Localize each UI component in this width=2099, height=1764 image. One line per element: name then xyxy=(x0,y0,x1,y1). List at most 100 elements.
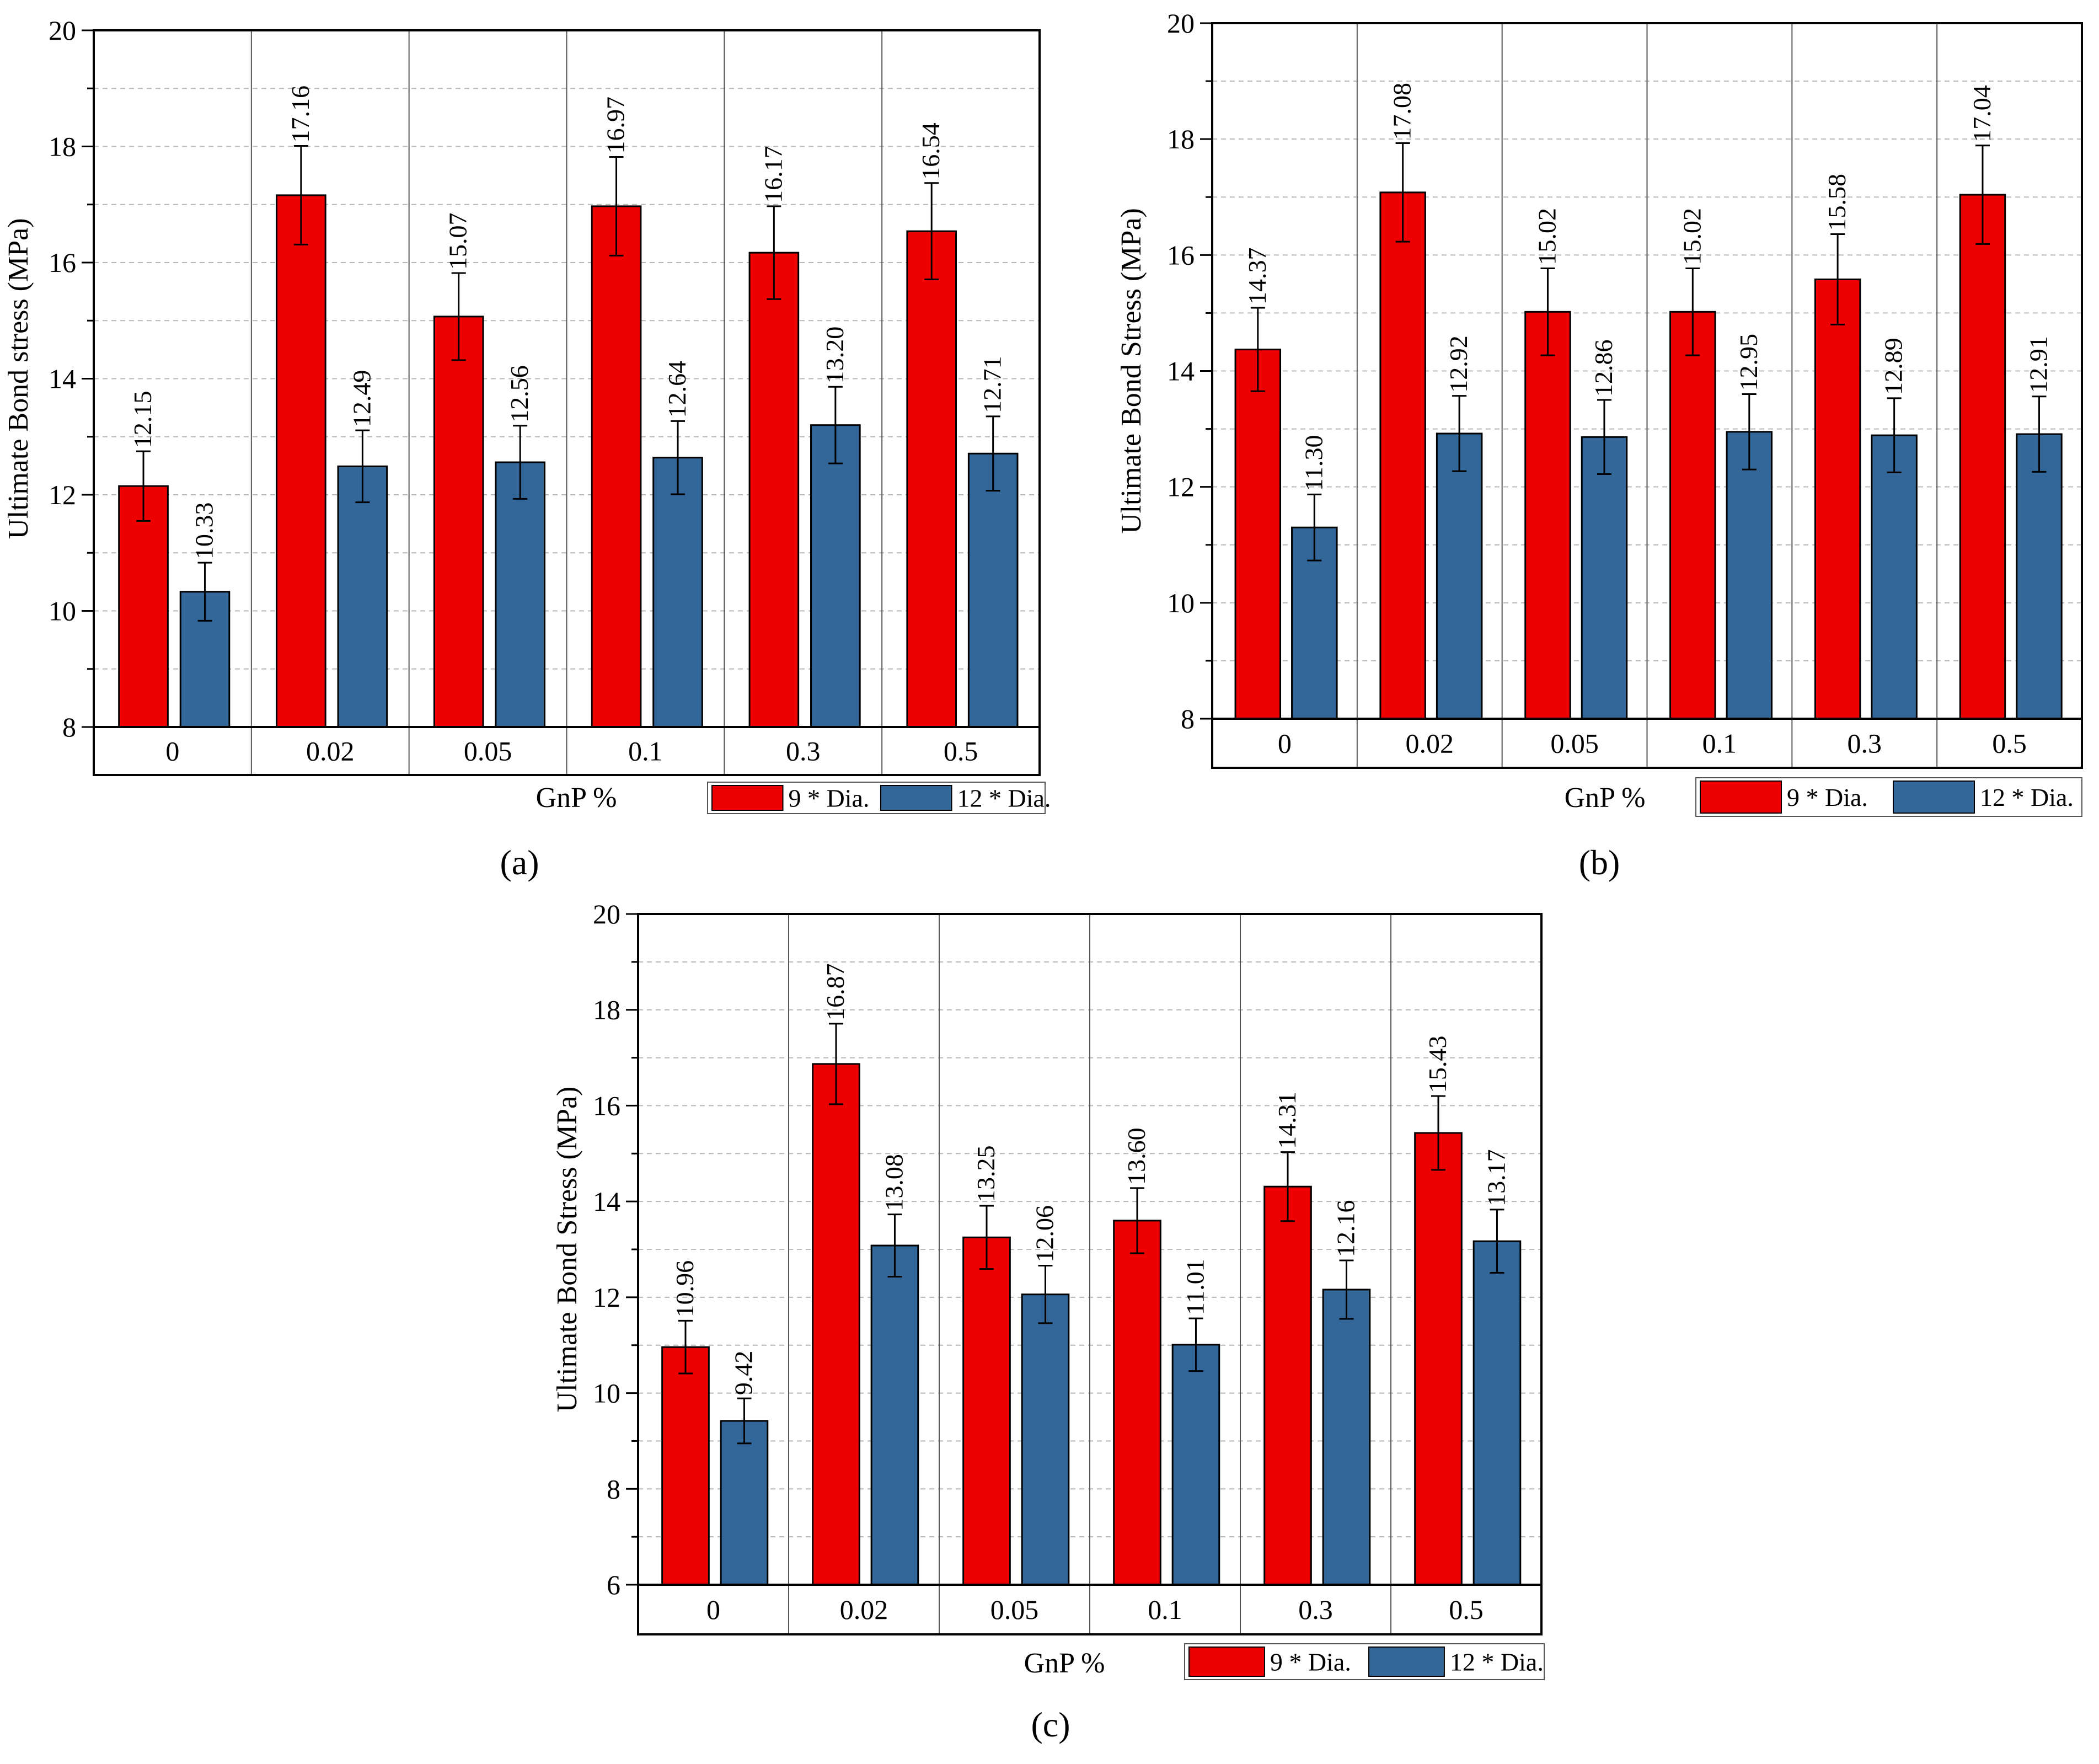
data-label: 13.25 xyxy=(972,1145,1000,1202)
bar-12dia xyxy=(337,465,388,728)
bar-9dia xyxy=(748,252,800,728)
category-strip xyxy=(637,1584,1543,1635)
data-label: 12.86 xyxy=(1589,340,1618,397)
legend-swatch-9dia xyxy=(1188,1647,1265,1677)
y-tick-label: 20 xyxy=(1167,8,1195,39)
data-label: 12.64 xyxy=(663,361,691,418)
bar-9dia xyxy=(276,194,326,728)
legend-swatch-9dia xyxy=(711,785,784,811)
x-tick-label: 0.3 xyxy=(1298,1594,1333,1625)
legend-label: 9 * Dia. xyxy=(789,784,870,812)
data-label: 12.49 xyxy=(347,370,376,427)
data-label: 16.54 xyxy=(917,122,945,180)
legend-label: 9 * Dia. xyxy=(1787,783,1868,811)
bar-9dia xyxy=(1414,1132,1463,1586)
y-tick-label: 6 xyxy=(607,1569,620,1600)
bar-9dia xyxy=(812,1063,860,1586)
bar-9dia xyxy=(1263,1185,1312,1586)
bar-9dia xyxy=(1234,349,1282,720)
bar-12dia xyxy=(1726,431,1773,720)
bar-9dia xyxy=(962,1236,1011,1586)
data-label: 12.56 xyxy=(505,365,533,423)
data-label: 13.17 xyxy=(1482,1149,1510,1206)
bar-12dia xyxy=(810,424,861,728)
y-tick-label: 16 xyxy=(49,247,76,278)
x-tick-label: 0 xyxy=(1278,728,1292,759)
category-strip xyxy=(1211,718,2083,769)
x-axis-label: GnP % xyxy=(1565,782,1646,814)
bar-12dia xyxy=(870,1244,919,1586)
y-tick-label: 18 xyxy=(49,131,76,162)
data-label: 10.96 xyxy=(671,1260,699,1318)
y-tick-label: 18 xyxy=(1167,124,1195,154)
data-label: 17.04 xyxy=(1968,85,1996,142)
y-axis-label: Ultimate Bond Stress (MPa) xyxy=(1116,208,1147,534)
data-label: 12.15 xyxy=(128,391,157,448)
x-tick-label: 0.5 xyxy=(1449,1594,1484,1625)
data-label: 17.16 xyxy=(286,85,314,143)
y-tick-label: 10 xyxy=(49,596,76,627)
x-tick-label: 0.1 xyxy=(1702,728,1737,759)
x-tick-label: 0 xyxy=(706,1594,720,1625)
bar-12dia xyxy=(1581,436,1628,720)
y-tick-label: 14 xyxy=(49,364,76,394)
legend: 9 * Dia. 12 * Dia. xyxy=(1184,1643,1545,1680)
x-tick-label: 0.3 xyxy=(786,736,821,767)
chart-panel-c: 10.96 16.87 13.25 13.60 14.31 15.43 9.42 13.08 1… xyxy=(551,899,1545,1744)
legend: 9 * Dia. 12 * Dia. xyxy=(707,782,1051,814)
bar-12dia xyxy=(1472,1240,1522,1586)
bar-9dia xyxy=(1814,278,1861,720)
legend-label: 12 * Dia. xyxy=(1980,783,2074,811)
x-axis-label: GnP % xyxy=(536,782,617,814)
bar-9dia xyxy=(1669,311,1716,720)
data-label: 15.07 xyxy=(444,212,472,270)
bar-9dia xyxy=(1379,191,1426,720)
legend-swatch-9dia xyxy=(1700,781,1782,814)
y-tick-label: 10 xyxy=(1167,587,1195,618)
data-label: 12.91 xyxy=(2024,336,2052,393)
y-axis-label: Ultimate Bond stress (MPa) xyxy=(3,218,34,539)
bar-12dia xyxy=(495,461,545,728)
bar-9dia xyxy=(906,230,957,728)
data-label: 15.02 xyxy=(1533,208,1561,265)
data-label: 12.92 xyxy=(1444,335,1472,393)
y-tick-label: 10 xyxy=(593,1378,620,1409)
data-label: 11.01 xyxy=(1181,1259,1209,1315)
data-label: 10.33 xyxy=(190,503,218,560)
legend-swatch-12dia xyxy=(1368,1647,1445,1677)
x-tick-label: 0.05 xyxy=(1550,728,1599,759)
y-tick-label: 20 xyxy=(593,899,620,929)
bar-12dia xyxy=(2016,433,2063,720)
x-tick-label: 0.02 xyxy=(1406,728,1454,759)
chart-panel-a: 12.15 17.16 15.07 16.97 16.17 16.54 10.33 12.49… xyxy=(3,15,1051,882)
y-tick-label: 14 xyxy=(1167,356,1195,387)
x-axis-label: GnP % xyxy=(1024,1648,1105,1679)
x-tick-label: 0.02 xyxy=(840,1594,888,1625)
data-label: 11.30 xyxy=(1299,435,1327,491)
data-label: 14.31 xyxy=(1273,1092,1301,1149)
data-label: 12.71 xyxy=(978,356,1006,413)
data-label: 17.08 xyxy=(1388,83,1416,140)
legend-label: 9 * Dia. xyxy=(1270,1648,1351,1676)
x-tick-label: 0.5 xyxy=(944,736,978,767)
bar-12dia xyxy=(1322,1289,1371,1586)
data-label: 13.60 xyxy=(1122,1127,1150,1185)
bar-12dia xyxy=(967,452,1019,728)
legend-label: 12 * Dia. xyxy=(957,784,1051,812)
bar-9dia xyxy=(118,485,169,728)
y-tick-label: 14 xyxy=(593,1186,620,1217)
y-tick-label: 12 xyxy=(1167,472,1195,503)
data-label: 13.08 xyxy=(880,1154,908,1211)
bar-12dia xyxy=(1436,432,1483,720)
x-tick-label: 0.1 xyxy=(1148,1594,1182,1625)
bar-9dia xyxy=(1524,311,1571,720)
data-label: 16.97 xyxy=(602,97,630,154)
data-label: 12.89 xyxy=(1880,338,1908,395)
chart-panel-b: 14.37 17.08 15.02 15.02 15.58 17.04 11.30 12.92… xyxy=(1116,8,2083,882)
panel-caption: (c) xyxy=(1031,1705,1070,1744)
data-label: 12.95 xyxy=(1734,334,1763,391)
bar-9dia xyxy=(591,205,642,728)
bar-9dia xyxy=(1113,1220,1161,1586)
legend-label: 12 * Dia. xyxy=(1450,1648,1544,1676)
y-tick-label: 12 xyxy=(49,479,76,510)
